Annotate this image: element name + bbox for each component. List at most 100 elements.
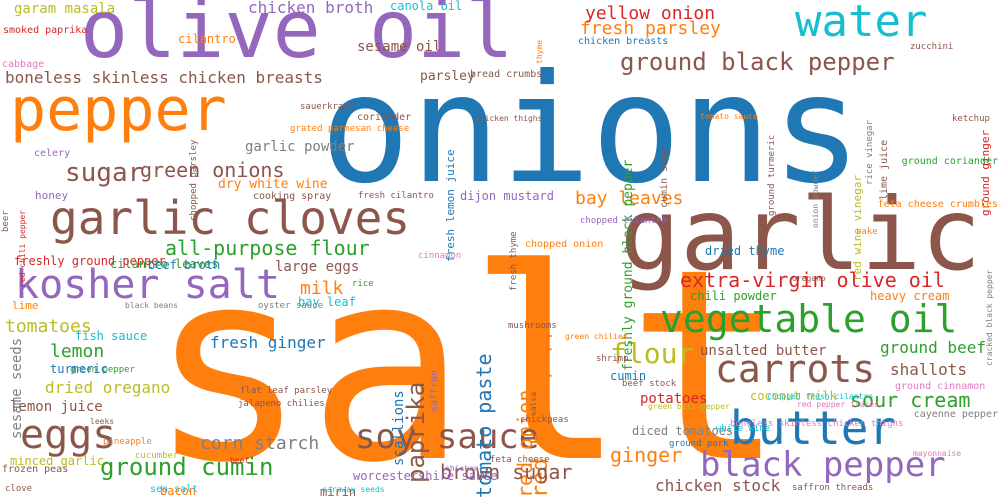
word-corn-starch: corn starch [200,433,320,454]
word-ground-beef: ground beef [880,338,986,357]
word-cilantro-leaves: cilantro leaves [110,257,219,271]
word-rice: rice [352,279,374,289]
word-feta-cheese: feta cheese [490,455,550,465]
word-celery: celery [34,148,71,159]
word-diced-tomatoes: diced tomatoes [632,424,734,438]
word-smoked-paprika: smoked paprika [3,25,88,36]
word-honey: honey [35,189,69,202]
word-bay-leaf: bay leaf [298,295,356,309]
word-white-wine: white wine [716,424,771,434]
word-turmeric: turmeric [50,362,108,376]
word-sour-cream: sour cream [850,388,971,412]
word-fresh-ginger: fresh ginger [210,333,326,352]
word-eggs: eggs [20,412,117,458]
word-lime: lime [12,299,39,312]
word-fresh-parsley: fresh parsley [580,18,721,39]
word-garlic-powder: garlic powder [245,139,355,155]
word-chicken: chicken [445,464,479,473]
word-brown-sugar: brown sugar [440,460,573,484]
word-kosher-salt: kosher salt [15,262,280,308]
word-black-beans: black beans [125,301,178,310]
word-chicken-thighs: chicken thighs [475,114,543,123]
word-carrots: carrots [715,347,876,391]
word-fresh-thyme: fresh thyme [509,231,519,292]
word-beef: beef [230,456,250,465]
word-cinnamon: cinnamon [418,251,462,261]
word-unsalted-butter: unsalted butter [700,343,827,359]
word-bread-crumbs: bread crumbs [470,69,543,80]
word-black-pepper: black pepper [700,445,946,485]
word-lime-juice: lime juice [879,139,890,200]
word-pineapple: pineapple [103,437,152,447]
word-tomatoes: tomatoes [5,316,92,337]
word-beef-broth: beef broth [148,258,221,272]
word-green-pepper: green pepper [70,365,136,375]
word-frozen-peas: frozen peas [2,464,69,475]
word-coconut-milk: coconut milk [750,389,837,403]
word-leeks: leeks [90,417,115,426]
word-green-onions: green onions [140,158,285,182]
word-yellow-onion: yellow onion [585,3,716,24]
word-salsa: salsa [529,391,538,416]
word-ketchup: ketchup [952,114,990,124]
word-cabbage: cabbage [2,59,45,70]
word-sugar: sugar [65,158,144,188]
word-red-pepper-flakes: red pepper flakes [797,400,879,409]
word-garlic: garlic [620,176,982,293]
word-minced-garlic: minced garlic [10,454,104,468]
word-fresh-lemon-juice: fresh lemon juice [444,149,457,263]
word-ground-coriander: ground coriander [901,156,998,167]
word-garam-masala: garam masala [14,1,116,17]
word-bay-leaves: bay leaves [575,188,684,209]
word-sea-salt: sea salt [150,484,199,495]
word-rice-vinegar: rice vinegar [865,119,875,185]
word-dry-white-wine: dry white wine [218,177,328,192]
word-butter: butter [730,401,897,455]
word-lemon-juice: lemon juice [10,399,103,415]
word-dried-thyme: dried thyme [705,244,785,258]
word-flat-leaf-parsley: flat leaf parsley [240,386,333,396]
word-large-eggs: large eggs [275,259,360,275]
word-parsley: parsley [420,69,475,84]
word-coriander: coriander [357,112,412,123]
word-onions: onions [320,43,862,217]
word-caraway-seeds: caraway seeds [322,485,385,494]
word-boneless-skinless-chicken-breasts: boneless skinless chicken breasts [5,68,323,87]
word-thyme: thyme [535,39,544,64]
word-lemon: lemon [50,341,105,362]
word-paprika: paprika [402,381,430,483]
word-salt: salt [148,213,787,500]
word-ground-pork: ground pork [669,439,729,449]
word-oregano: oregano [792,274,826,283]
word-beer: beer [1,209,11,232]
word-cayenne-pepper: cayenne pepper [913,409,998,420]
word-mushrooms: mushrooms [508,321,557,331]
word-ground-cumin: ground cumin [100,453,274,481]
word-ground-cinnamon: ground cinnamon [895,381,986,392]
word-chopped-parsley: chopped parsley [189,139,199,221]
word-milk: milk [300,278,344,299]
word-green-bell-pepper: green bell pepper [648,402,730,411]
word-scallions: scallions [391,389,407,466]
word-ground-black-pepper: ground black pepper [620,48,895,76]
word-shallots: shallots [890,360,968,379]
word-cumin-seed: cumin seed [659,147,670,208]
word-saffron-threads: saffron threads [792,483,874,493]
word-fish-sauce: fish sauce [75,329,148,343]
word-feta-cheese-crumbles: feta cheese crumbles [877,199,998,210]
word-cucumber: cucumber [135,451,179,461]
word-oyster-sauce: oyster sauce [258,301,324,311]
word-water: water [795,0,928,47]
word-sake: sake [856,227,878,237]
word-chopped-onion: chopped onion [525,239,604,250]
word-chili-powder: chili powder [690,289,777,303]
word-chopped-fresh-cilantro: chopped fresh cilantro [767,392,873,401]
word-chicken-stock: chicken stock [655,476,781,495]
word-chopped-cilantro: chopped cilantro [580,216,667,226]
word-jalapeno-chilies: jalapeno chilies [238,399,325,409]
word-chickpeas: chickpeas [520,415,569,425]
word-soy-sauce: soy sauce [355,417,540,457]
word-chicken-breasts: chicken breasts [578,36,669,47]
word-dijon-mustard: dijon mustard [460,189,554,203]
word-all-purpose-flour: all-purpose flour [165,236,370,260]
